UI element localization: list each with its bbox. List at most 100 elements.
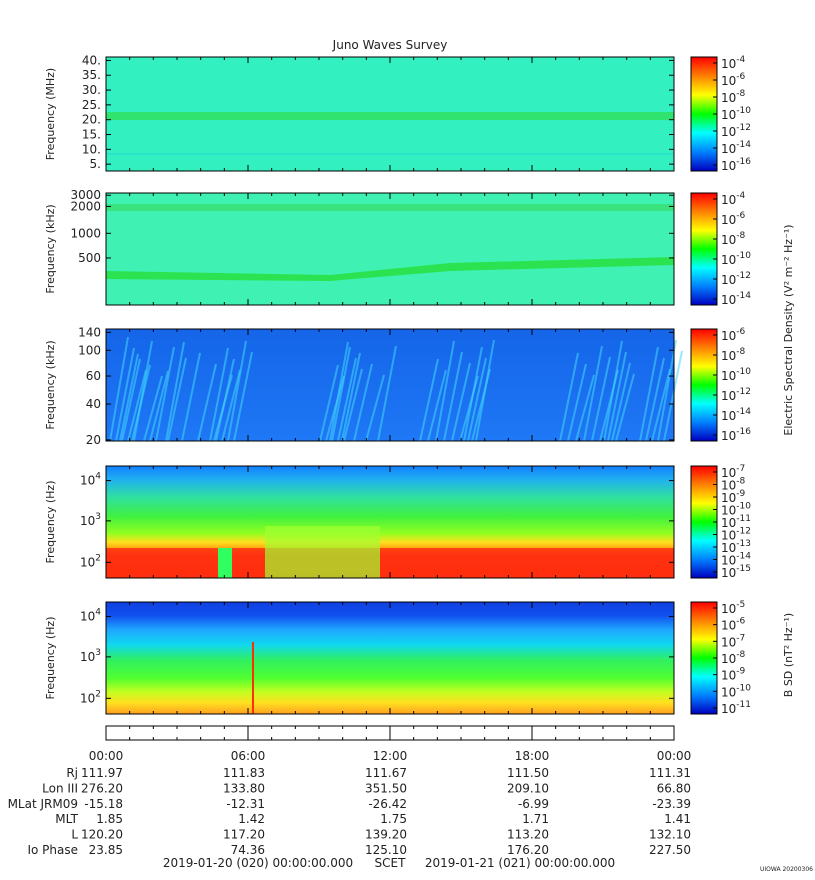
- ephemeris-value: 132.10: [649, 828, 691, 842]
- panel-3: 140 100 60 40 20 Frequency (kHz) 10-6 10-8 10-10…: [44, 325, 751, 447]
- emission-streak: [611, 362, 631, 442]
- y-tick-label: 100: [78, 343, 101, 357]
- time-label: 00:00: [89, 749, 124, 763]
- colorbar-tick-label: 10-14: [721, 140, 751, 156]
- y-tick-label: 500: [78, 251, 101, 265]
- emission-streak: [583, 345, 603, 442]
- y-axis-label: Frequency (kHz): [44, 340, 57, 429]
- emission-streak: [127, 369, 147, 442]
- emission-streak: [427, 369, 447, 442]
- time-axis: 00:00 06:00 12:00 18:00 00:00: [89, 725, 691, 763]
- emission-streak: [575, 374, 595, 442]
- ephemeris-value: 74.36: [231, 843, 265, 857]
- y-axis-label: Frequency (MHz): [44, 68, 57, 160]
- colorbar-1: [690, 56, 718, 172]
- ephemeris-value: -23.39: [652, 797, 691, 811]
- colorbar-tick-label: 10-4: [721, 55, 746, 71]
- emission-streak: [331, 346, 351, 442]
- y-tick-label: 30.: [82, 83, 101, 97]
- colorbar-tick-label: 10-6: [721, 617, 746, 633]
- ephemeris-value: 125.10: [365, 843, 407, 857]
- colorbar-tick-label: 10-7: [721, 633, 745, 649]
- colorbar-tick-label: 10-15: [721, 564, 751, 580]
- time-label: 18:00: [515, 749, 550, 763]
- ephemeris-value: -26.42: [368, 797, 407, 811]
- ephemeris-value: 351.50: [365, 781, 407, 795]
- ephemeris-value: 176.20: [507, 843, 549, 857]
- emission-streak: [155, 346, 175, 442]
- colorbar-tick-label: 10-8: [721, 347, 746, 363]
- y-tick-label: 102: [80, 689, 101, 705]
- emission-streak: [419, 358, 439, 442]
- y-tick-label: 103: [80, 512, 101, 528]
- emission-streak: [663, 350, 683, 442]
- ephemeris-value: 111.97: [81, 766, 123, 780]
- ephemeris-value: 113.20: [507, 828, 549, 842]
- ephemeris-value: 117.20: [223, 828, 265, 842]
- ephemeris-value: 1.71: [522, 812, 549, 826]
- emission-streak: [615, 373, 635, 442]
- emission-streak: [149, 370, 169, 442]
- emission-streak: [657, 339, 677, 442]
- ephemeris-value: 111.31: [649, 766, 691, 780]
- ephemeris-value: 111.83: [223, 766, 265, 780]
- y-tick-label: 15.: [82, 128, 101, 142]
- colorbar-tick-label: 10-16: [721, 427, 751, 443]
- colorbar-tick-label: 10-8: [721, 231, 746, 247]
- ephemeris-value: -15.18: [84, 797, 123, 811]
- credit: UIOWA 20200306: [760, 866, 813, 873]
- colorbar-tick-label: 10-9: [721, 667, 746, 683]
- colorbar-tick-label: 10-6: [721, 327, 746, 343]
- emission-streak: [639, 346, 659, 442]
- ephemeris-value: 66.80: [657, 781, 691, 795]
- spectrogram-2: [106, 193, 674, 305]
- y-tick-label: 2000: [70, 199, 101, 213]
- chart-title: Juno Waves Survey: [332, 38, 448, 52]
- y-tick-label: 103: [80, 648, 101, 664]
- colorbar-label-e: Electric Spectral Density (V² m⁻² Hz⁻¹): [782, 224, 795, 435]
- footer-scet: SCET: [375, 856, 407, 870]
- y-tick-label: 25.: [82, 98, 101, 112]
- y-tick-label: 140: [78, 325, 101, 339]
- colorbar-tick-label: 10-12: [721, 387, 751, 403]
- y-axis-label: Frequency (Hz): [44, 617, 57, 700]
- ephemeris-label: Rj: [66, 766, 78, 780]
- footer-end: 2019-01-21 (021) 00:00:00.000: [425, 856, 615, 870]
- colorbar-tick-label: 10-10: [721, 106, 751, 122]
- colorbar-tick-label: 10-12: [721, 271, 751, 287]
- ephemeris-value: 139.20: [365, 828, 407, 842]
- emission-streak: [559, 352, 579, 442]
- ephemeris-label: Io Phase: [27, 843, 78, 857]
- band-rising: [106, 257, 674, 281]
- emission-streak: [377, 345, 397, 442]
- colorbar-tick-label: 10-6: [721, 72, 746, 88]
- emission-streak: [567, 363, 587, 442]
- emission-streak: [645, 357, 665, 442]
- colorbar-tick-label: 10-11: [721, 700, 751, 716]
- ephemeris-label: MLT: [55, 812, 78, 826]
- emission-streak: [167, 357, 187, 442]
- band-21mhz: [106, 112, 674, 120]
- panel-1: 40.35.30.25.20.15.10.5. Frequency (MHz) 10…: [44, 53, 751, 173]
- emission-streak: [343, 368, 363, 442]
- colorbar-3: [690, 328, 718, 442]
- y-tick-label: 35.: [82, 68, 101, 82]
- emission-streak: [115, 347, 135, 442]
- emission-streak: [227, 340, 247, 442]
- y-tick-label: 104: [80, 472, 101, 488]
- y-tick-label: 20.: [82, 113, 101, 127]
- emission-streak: [337, 357, 357, 442]
- colorbar-2: [690, 192, 718, 306]
- emission-streak: [215, 358, 235, 442]
- ephemeris-value: 276.20: [81, 781, 123, 795]
- spectrogram-5: [106, 602, 674, 714]
- spectrogram-3: [106, 329, 674, 441]
- emission-streak: [221, 369, 241, 442]
- emission-streak: [467, 357, 487, 442]
- band-2000khz: [106, 204, 674, 211]
- gap-1: [218, 548, 232, 578]
